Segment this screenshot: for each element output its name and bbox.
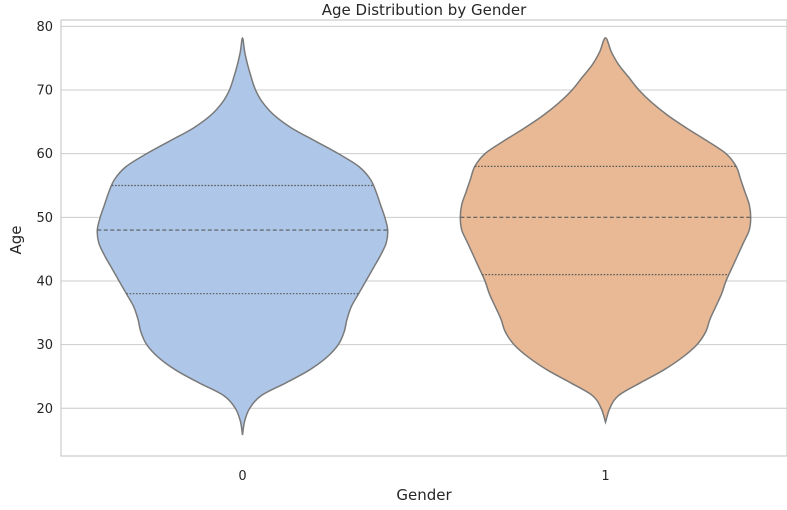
x-tick-label: 0 [238,469,246,484]
y-tick-label: 50 [36,211,53,226]
y-tick-label: 40 [36,274,53,289]
tick-layer: 20 30 40 50 60 70 80 0 1 [36,20,609,484]
plot-frame [60,19,787,457]
violin-layer [96,37,752,436]
y-tick-label: 60 [36,147,53,162]
x-tick-label: 1 [601,469,609,484]
violin-gender-1 [459,37,752,425]
violin-gender-0 [96,37,389,436]
y-tick-label: 30 [36,338,53,353]
y-axis-label: Age [7,225,25,254]
x-axis-label: Gender [396,486,452,504]
y-tick-label: 80 [36,20,53,35]
chart-title: Age Distribution by Gender [322,1,527,19]
y-tick-label: 20 [36,402,53,417]
y-tick-label: 70 [36,84,53,99]
